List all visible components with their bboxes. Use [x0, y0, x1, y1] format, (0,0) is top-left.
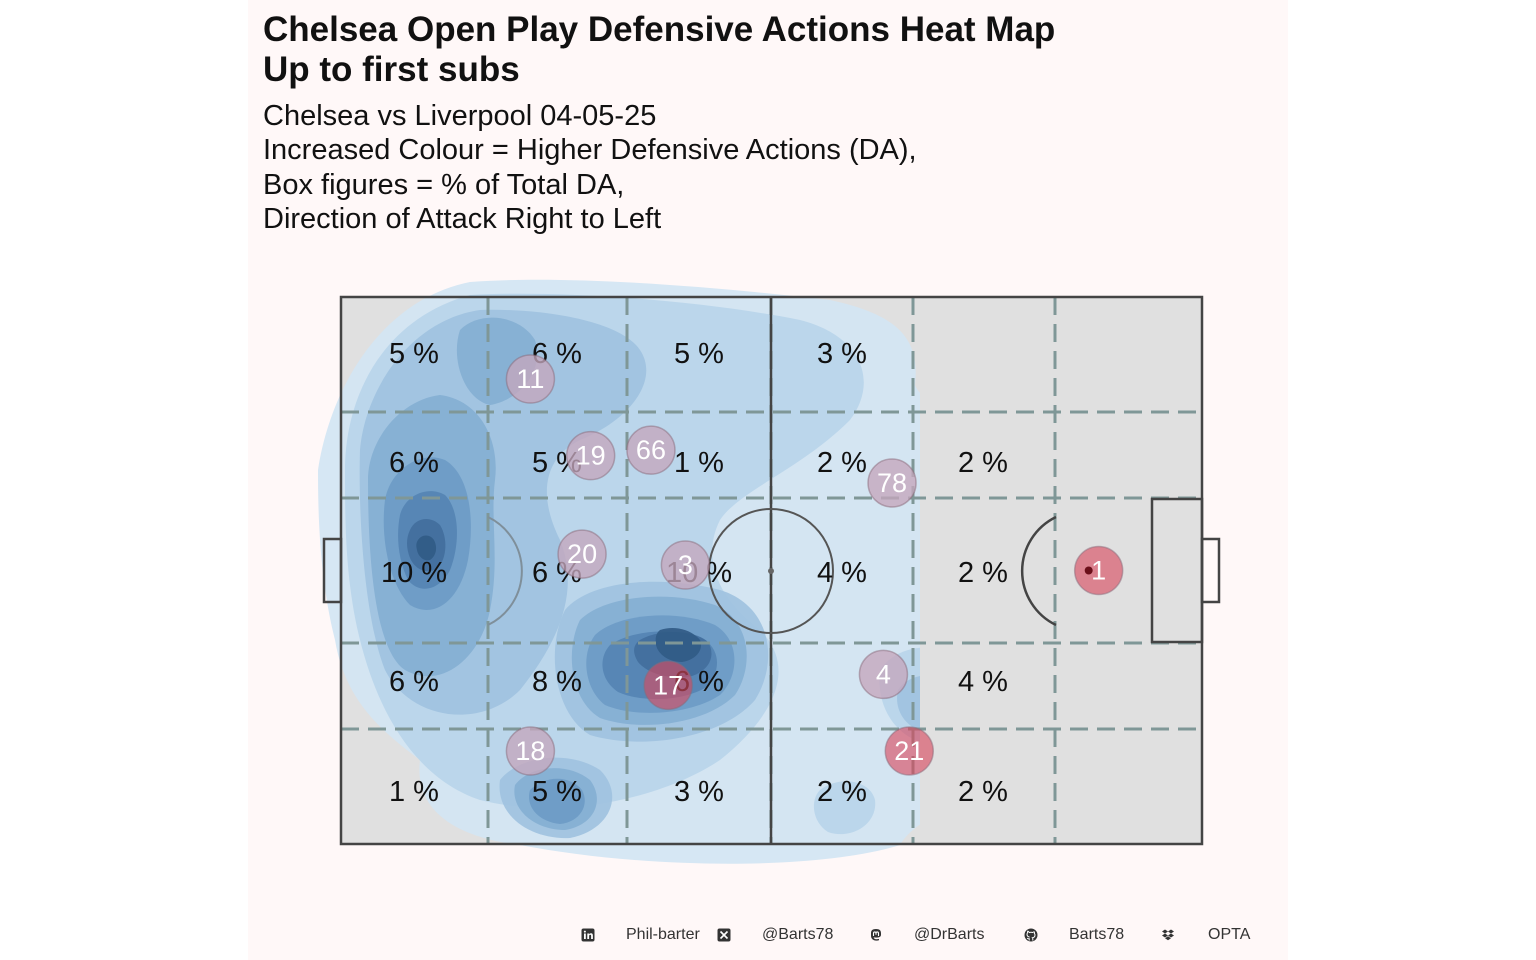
player-marker-4[interactable]: 4: [858, 649, 909, 700]
subtitle-box-note: Box figures = % of Total DA,: [263, 169, 625, 201]
player-marker-21[interactable]: 21: [884, 726, 935, 776]
right-goal: [1200, 537, 1221, 604]
player-number-20: 20: [567, 539, 597, 569]
heat-level-1-shape-3: [813, 781, 876, 835]
zone-label-r3-c0: 6 %: [389, 666, 439, 698]
player-positions: 11 19 66 78 20 3 1 4 17 18 21: [505, 354, 1124, 776]
player-number-18: 18: [515, 736, 545, 766]
player-marker-19[interactable]: 19: [565, 430, 616, 481]
player-marker-18[interactable]: 18: [505, 726, 556, 776]
right-penalty-arc: [1020, 515, 1057, 627]
zone-labels: 5 %6 %5 %3 %6 %5 %1 %2 %2 %10 %6 %10 %4 …: [381, 338, 1008, 808]
linkedin-icon[interactable]: [581, 928, 595, 942]
player-circle-17: [643, 660, 693, 711]
zone-label-r2-c4: 2 %: [958, 557, 1008, 589]
zone-label-r0-c2: 5 %: [674, 338, 724, 370]
player-circle-21: [884, 726, 935, 776]
zone-label-r1-c3: 2 %: [817, 447, 867, 479]
chart-title-line2: Up to first subs: [263, 50, 520, 89]
mastodon-icon[interactable]: [869, 928, 883, 942]
player-number-21: 21: [894, 736, 924, 766]
footer-credits: Phil-barter @Barts78 @DrBarts Barts78 OP…: [0, 924, 1536, 948]
heat-contours: [318, 279, 920, 864]
footer-mastodon[interactable]: @DrBarts: [914, 926, 985, 943]
x-icon[interactable]: [717, 928, 731, 942]
player-dot-1: [1084, 566, 1093, 575]
zone-label-r1-c4: 2 %: [958, 447, 1008, 479]
centre-spot: [768, 568, 774, 574]
heat-level-4-shape-14: [529, 778, 585, 824]
player-circle-11: [505, 354, 556, 404]
zone-label-r1-c2: 1 %: [674, 447, 724, 479]
pitch-markings: [322, 295, 1221, 846]
github-icon[interactable]: [1024, 928, 1038, 942]
player-marker-11[interactable]: 11: [505, 354, 556, 404]
zone-label-r2-c3: 4 %: [817, 557, 867, 589]
player-number-78: 78: [877, 468, 907, 498]
player-number-17: 17: [653, 670, 683, 700]
zone-label-r4-c2: 3 %: [674, 776, 724, 808]
subtitle-colour-note: Increased Colour = Higher Defensive Acti…: [263, 134, 917, 166]
player-number-66: 66: [636, 435, 666, 465]
player-number-1: 1: [1091, 556, 1106, 586]
player-circle-18: [505, 726, 556, 776]
footer-x[interactable]: @Barts78: [762, 926, 834, 943]
zone-label-r4-c3: 2 %: [817, 776, 867, 808]
player-number-4: 4: [876, 659, 891, 689]
player-number-11: 11: [516, 364, 544, 394]
player-circle-78: [867, 458, 917, 508]
player-circle-19: [565, 430, 616, 481]
left-goal: [322, 537, 343, 604]
heat-level-7-shape-20: [655, 628, 702, 662]
player-marker-78[interactable]: 78: [867, 458, 917, 508]
player-marker-66[interactable]: 66: [626, 425, 676, 475]
player-circle-20: [557, 529, 607, 579]
footer-github[interactable]: Barts78: [1069, 926, 1125, 943]
zone-label-r4-c1: 5 %: [532, 776, 582, 808]
player-circle-66: [626, 425, 676, 475]
player-circle-4: [858, 649, 909, 700]
zone-label-r0-c0: 5 %: [389, 338, 439, 370]
player-marker-17[interactable]: 17: [643, 660, 693, 711]
chart-title: Chelsea Open Play Defensive Actions Heat…: [263, 10, 1056, 49]
zone-label-r1-c0: 6 %: [389, 447, 439, 479]
player-marker-1[interactable]: 1: [1073, 545, 1124, 596]
zone-label-r0-c3: 3 %: [817, 338, 867, 370]
zone-label-r3-c4: 4 %: [958, 666, 1008, 698]
zone-label-r2-c0: 10 %: [381, 557, 447, 589]
dropbox-icon[interactable]: [1161, 928, 1175, 942]
player-circle-1: [1073, 545, 1124, 596]
player-number-19: 19: [576, 441, 606, 471]
left-penalty-arc: [487, 516, 523, 626]
player-circle-3: [660, 540, 711, 590]
subtitle-direction-note: Direction of Attack Right to Left: [263, 203, 662, 235]
subtitle-match: Chelsea vs Liverpool 04-05-25: [263, 100, 657, 132]
footer-source[interactable]: OPTA: [1208, 926, 1251, 943]
heat-level-7-shape-19: [416, 535, 437, 561]
zone-label-r4-c0: 1 %: [389, 776, 439, 808]
footer-linkedin[interactable]: Phil-barter: [626, 926, 700, 943]
zone-label-r3-c1: 8 %: [532, 666, 582, 698]
player-number-3: 3: [678, 550, 693, 580]
player-marker-20[interactable]: 20: [557, 529, 607, 579]
zone-label-r4-c4: 2 %: [958, 776, 1008, 808]
player-marker-3[interactable]: 3: [660, 540, 711, 590]
